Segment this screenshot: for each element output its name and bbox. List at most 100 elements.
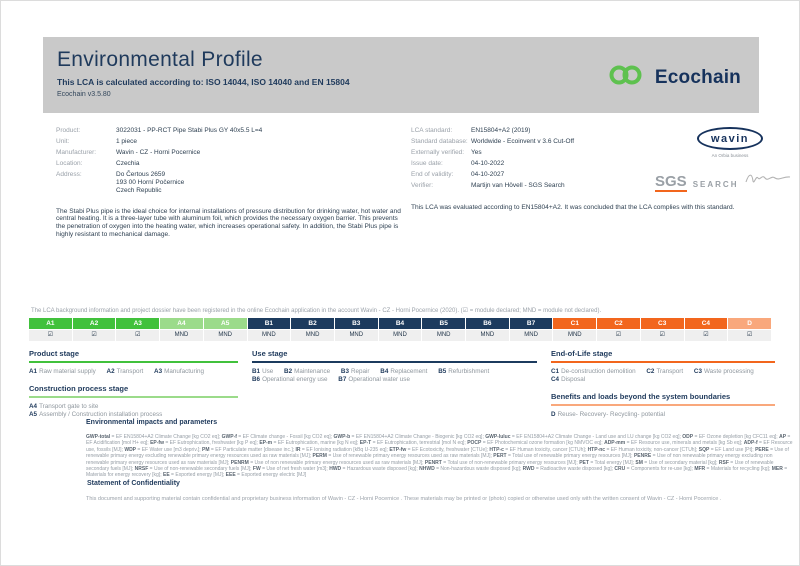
- stage-item-b6: B6 Operational energy use: [252, 376, 328, 384]
- stage-group-use: Use stage B1 Use B2 Maintenance B3 Repair B4…: [252, 349, 537, 384]
- manufacturer-row: Manufacturer: Wavin - CZ - Horni Pocernic…: [56, 147, 406, 158]
- module-column-a4: A4 MND: [160, 318, 203, 341]
- sgs-search-logo: SGS SEARCH: [655, 169, 792, 192]
- stage-item-c1: C1 De-construction demolition: [551, 368, 636, 375]
- verifier-row: Verifier: Martijn van Hövell - SGS Search: [411, 180, 686, 191]
- stage-item-b1: B1 Use: [252, 368, 274, 375]
- stage-item-a4: A4 Transport gate to site: [29, 403, 99, 411]
- stage-item-c2: C2 Transport: [646, 368, 684, 375]
- stage-items-construction: A4 Transport gate to site A5 Assembly / Co…: [29, 403, 238, 419]
- stage-items-eol: C1 De-construction demolition C2 Transport…: [551, 368, 775, 384]
- stage-item-b3: B3 Repair: [340, 368, 370, 375]
- verifier-label: Verifier:: [411, 182, 434, 189]
- lca-standard-row: LCA standard: EN15804+A2 (2019): [411, 125, 686, 136]
- module-header-a5: A5: [203, 318, 247, 329]
- module-column-d: D ☑: [728, 318, 771, 341]
- standard-database-value: Worldwide - Ecoinvent v 3.6 Cut-Off: [471, 138, 575, 145]
- stage-heading-product: Product stage: [29, 349, 238, 363]
- module-status-c2: ☑: [597, 330, 640, 341]
- verifier-value: Martijn van Hövell - SGS Search: [471, 182, 565, 189]
- end-of-validity-value: 04-10-2027: [471, 171, 505, 178]
- module-column-b6: B6 MND: [466, 318, 509, 341]
- module-header-b1: B1: [247, 318, 291, 329]
- module-status-c1: MND: [553, 330, 597, 341]
- externally-verified-label: Externally verified:: [411, 149, 465, 156]
- module-status-a4: MND: [160, 330, 203, 341]
- stage-group-eol: End-of-Life stage C1 De-construction demol…: [551, 349, 775, 384]
- module-header-a3: A3: [116, 318, 160, 329]
- module-column-b7: B7 MND: [509, 318, 553, 341]
- end-of-validity-row: End of validity: 04-10-2027: [411, 169, 686, 180]
- product-label: Product:: [56, 127, 81, 134]
- unit-row: Unit: 1 piece: [56, 136, 406, 147]
- standard-database-label: Standard database:: [411, 138, 468, 145]
- stage-item-a5: A5 Assembly / Construction installation p…: [29, 411, 163, 419]
- stage-item-d: D Reuse- Recovery- Recycling- potential: [551, 411, 666, 419]
- lca-standard-label: LCA standard:: [411, 127, 453, 134]
- product-info-block: Product: 3022031 - PP-RCT Pipe Stabi Plus…: [56, 125, 406, 195]
- location-row: Location: Czechia: [56, 158, 406, 169]
- verifier-signature-icon: [744, 169, 792, 192]
- module-status-c3: ☑: [640, 330, 684, 341]
- lca-info-block: LCA standard: EN15804+A2 (2019) Standard …: [411, 125, 686, 191]
- stage-item-a3: A3 Manufacturing: [154, 368, 205, 375]
- page-title: Environmental Profile: [57, 48, 263, 71]
- ecochain-version: Ecochain v3.5.80: [57, 91, 111, 98]
- stage-column-product-construction: Product stage A1 Raw material supply A2 Tra…: [29, 349, 252, 428]
- module-column-b1: B1 MND: [247, 318, 291, 341]
- module-status-c4: ☑: [684, 330, 728, 341]
- stage-item-c4: C4 Disposal: [551, 376, 586, 384]
- module-status-a1: ☑: [29, 330, 72, 341]
- manufacturer-label: Manufacturer:: [56, 149, 97, 156]
- address-row: Address: Do Čertous 2659 193 00 Horní Poč…: [56, 169, 406, 195]
- product-description: The Stabi Plus pipe is the ideal choice …: [56, 207, 401, 238]
- stage-item-b2: B2 Maintenance: [284, 368, 331, 375]
- module-status-b5: MND: [422, 330, 466, 341]
- ecochain-logo: Ecochain: [608, 63, 741, 92]
- module-header-c2: C2: [597, 318, 640, 329]
- module-column-b2: B2 MND: [291, 318, 334, 341]
- module-column-c1: C1 MND: [553, 318, 597, 341]
- module-header-c1: C1: [553, 318, 597, 329]
- stage-item-b5: B5 Refurbishment: [438, 368, 490, 375]
- module-header-c4: C4: [684, 318, 728, 329]
- stage-item-a2: A2 Transport: [106, 368, 144, 375]
- stage-group-construction: Construction process stage A4 Transport ga…: [29, 384, 238, 419]
- module-column-b4: B4 MND: [378, 318, 422, 341]
- module-header-d: D: [728, 318, 771, 329]
- impacts-heading: Environmental impacts and parameters: [86, 419, 218, 426]
- module-column-a5: A5 MND: [203, 318, 247, 341]
- registration-note: The LCA background information and proje…: [31, 308, 602, 314]
- module-status-d: ☑: [728, 330, 771, 341]
- stage-heading-eol: End-of-Life stage: [551, 349, 775, 363]
- stage-column-use: Use stage B1 Use B2 Maintenance B3 Repair B4…: [252, 349, 551, 428]
- module-column-a1: A1 ☑: [29, 318, 72, 341]
- stage-item-b7: B7 Operational water use: [338, 376, 410, 384]
- lca-evaluation-note: This LCA was evaluated according to EN15…: [411, 203, 735, 211]
- module-header-b3: B3: [334, 318, 378, 329]
- module-status-b7: MND: [509, 330, 553, 341]
- confidentiality-heading: Statement of Confidentiality: [87, 480, 180, 487]
- product-row: Product: 3022031 - PP-RCT Pipe Stabi Plus…: [56, 125, 406, 136]
- impacts-glossary: GWP-total = EF EN15804+A2 Climate Change…: [86, 434, 793, 479]
- module-column-b3: B3 MND: [334, 318, 378, 341]
- module-header-b6: B6: [466, 318, 509, 329]
- module-header-a4: A4: [160, 318, 203, 329]
- location-label: Location:: [56, 160, 83, 167]
- module-header-b2: B2: [291, 318, 334, 329]
- module-column-c3: C3 ☑: [640, 318, 684, 341]
- product-value: 3022031 - PP-RCT Pipe Stabi Plus GY 40x5…: [116, 127, 263, 134]
- manufacturer-value: Wavin - CZ - Horni Pocernice: [116, 149, 201, 156]
- ecochain-logo-text: Ecochain: [654, 66, 741, 88]
- stage-item-a1: A1 Raw material supply: [29, 368, 96, 375]
- stage-item-c3: C3 Waste processing: [693, 368, 754, 375]
- module-status-a5: MND: [203, 330, 247, 341]
- standard-database-row: Standard database: Worldwide - Ecoinvent …: [411, 136, 686, 147]
- module-header-c3: C3: [640, 318, 684, 329]
- stage-items-use: B1 Use B2 Maintenance B3 Repair B4 Replaceme…: [252, 368, 537, 384]
- unit-value: 1 piece: [116, 138, 137, 145]
- module-header-a2: A2: [72, 318, 116, 329]
- stage-legend: Product stage A1 Raw material supply A2 Tra…: [29, 349, 789, 428]
- module-header-b5: B5: [422, 318, 466, 329]
